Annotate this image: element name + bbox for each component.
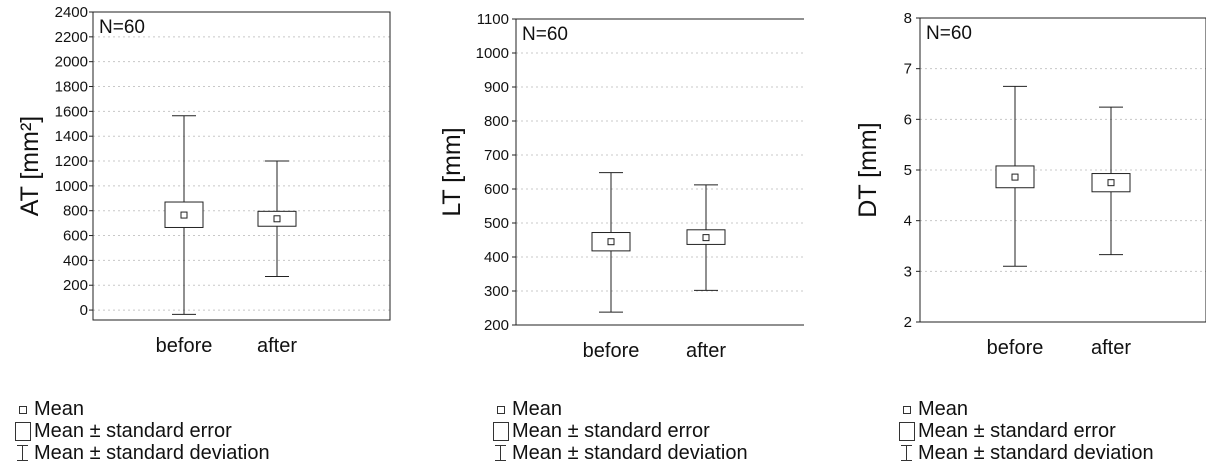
x-tick-label: after	[257, 335, 297, 357]
y-axis-label: AT [mm²]	[16, 116, 44, 216]
y-tick-label: 1000	[55, 178, 88, 195]
y-tick-label: 7	[904, 61, 912, 78]
y-tick-label: 1100	[477, 11, 509, 28]
legend-se-label: Mean ± standard error	[34, 420, 232, 442]
mean-marker	[607, 238, 615, 246]
mean-marker-icon	[12, 398, 34, 420]
legend-row-se: Mean ± standard error	[12, 420, 270, 442]
plot-frame	[515, 18, 804, 326]
legend-row-sd: Mean ± standard deviation	[896, 442, 1154, 464]
chart-lt: 200 300 400 500 600 700 800 900 1000 1100 LT [mm] N…	[438, 11, 804, 362]
chart-panel-lt: 200 300 400 500 600 700 800 900 1000 1100 LT [mm] N…	[402, 0, 804, 472]
chart-at: 0 200 400 600 800 1000 1200 1400 1600 1800 2000 220…	[16, 4, 391, 357]
sample-size-annotation: N=60	[522, 24, 568, 45]
legend-mean-label: Mean	[918, 398, 969, 420]
y-axis-label: DT [mm]	[854, 122, 882, 217]
legend-row-mean: Mean	[896, 398, 1154, 420]
legend-mean-label: Mean	[512, 398, 563, 420]
chart-panel-dt: 2 3 4 5 6 7 8 DT [mm] N=60 before after Mean Mean …	[804, 0, 1206, 472]
x-tick-label: after	[686, 340, 726, 362]
legend-lt: Mean Mean ± standard error Mean ± standa…	[490, 398, 748, 464]
chart-panel-at: 0 200 400 600 800 1000 1200 1400 1600 1800 2000 220…	[0, 0, 402, 472]
x-tick-label: after	[1091, 337, 1131, 359]
legend-se-label: Mean ± standard error	[918, 420, 1116, 442]
x-tick-label: before	[156, 335, 213, 357]
y-tick-label: 400	[63, 252, 88, 269]
y-tick-label: 1200	[55, 153, 88, 170]
y-tick-label: 200	[63, 277, 88, 294]
x-tick-label: before	[987, 337, 1044, 359]
y-tick-label: 0	[80, 302, 88, 319]
legend-row-se: Mean ± standard error	[896, 420, 1154, 442]
chart-dt: 2 3 4 5 6 7 8 DT [mm] N=60 before after	[854, 10, 1206, 359]
y-tick-label: 1000	[476, 45, 509, 62]
y-tick-label: 6	[904, 111, 912, 128]
standard-deviation-whisker-icon	[896, 442, 918, 464]
y-tick-label: 2	[904, 314, 912, 331]
y-tick-label: 5	[904, 162, 912, 179]
legend-row-sd: Mean ± standard deviation	[12, 442, 270, 464]
mean-marker	[1107, 179, 1115, 187]
y-tick-label: 500	[484, 215, 509, 232]
y-tick-label: 1800	[55, 79, 88, 96]
legend-sd-label: Mean ± standard deviation	[512, 442, 748, 464]
sample-size-annotation: N=60	[99, 17, 145, 38]
legend-row-mean: Mean	[12, 398, 270, 420]
legend-se-label: Mean ± standard error	[512, 420, 710, 442]
legend-row-sd: Mean ± standard deviation	[490, 442, 748, 464]
mean-marker	[273, 215, 281, 223]
mean-marker-icon	[896, 398, 918, 420]
y-tick-label: 8	[904, 10, 912, 27]
y-tick-label: 600	[484, 181, 509, 198]
y-tick-label: 2000	[55, 54, 88, 71]
plot-frame	[92, 11, 391, 321]
legend-row-mean: Mean	[490, 398, 748, 420]
standard-deviation-whisker-icon	[12, 442, 34, 464]
legend-sd-label: Mean ± standard deviation	[34, 442, 270, 464]
y-tick-label: 200	[484, 317, 509, 334]
sample-size-annotation: N=60	[926, 23, 972, 44]
y-tick-label: 800	[484, 113, 509, 130]
y-tick-label: 400	[484, 249, 509, 266]
mean-marker-icon	[490, 398, 512, 420]
legend-row-se: Mean ± standard error	[490, 420, 748, 442]
x-tick-label: before	[583, 340, 640, 362]
y-tick-label: 900	[484, 79, 509, 96]
y-tick-label: 300	[484, 283, 509, 300]
y-axis-label: LT [mm]	[438, 127, 466, 216]
legend-dt: Mean Mean ± standard error Mean ± standa…	[896, 398, 1154, 464]
y-tick-label: 600	[63, 228, 88, 245]
mean-marker	[1011, 173, 1019, 181]
legend-at: Mean Mean ± standard error Mean ± standa…	[12, 398, 270, 464]
legend-sd-label: Mean ± standard deviation	[918, 442, 1154, 464]
y-tick-label: 700	[484, 147, 509, 164]
y-tick-label: 3	[904, 263, 912, 280]
mean-marker	[702, 234, 710, 242]
y-tick-label: 1600	[55, 103, 88, 120]
y-tick-label: 4	[904, 213, 912, 230]
legend-mean-label: Mean	[34, 398, 85, 420]
standard-deviation-whisker-icon	[490, 442, 512, 464]
y-tick-label: 800	[63, 203, 88, 220]
mean-marker	[180, 211, 188, 219]
y-tick-label: 2400	[55, 4, 88, 21]
standard-error-box-icon	[12, 420, 34, 442]
y-tick-label: 1400	[55, 128, 88, 145]
plot-frame	[919, 17, 1206, 323]
standard-error-box-icon	[490, 420, 512, 442]
y-tick-label: 2200	[55, 29, 88, 46]
standard-error-box-icon	[896, 420, 918, 442]
